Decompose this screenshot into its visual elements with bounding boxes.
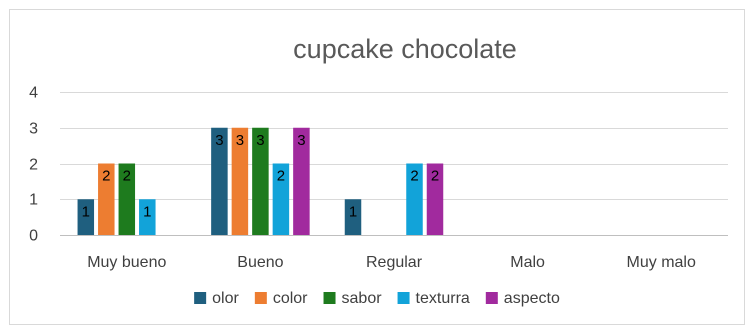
x-axis-categories: Muy bueno Bueno Regular Malo Muy malo (87, 254, 696, 271)
bar-sabor-1 (252, 127, 269, 235)
chart-title: cupcake chocolate (293, 34, 517, 64)
data-label: 2 (102, 168, 110, 185)
bar-color-0 (98, 163, 115, 235)
legend-swatch-texturra (397, 292, 410, 304)
y-tick-label: 0 (29, 228, 38, 245)
data-label: 1 (143, 203, 151, 220)
bar-sabor-0 (118, 163, 136, 235)
data-label: 2 (277, 168, 285, 185)
data-label: 3 (236, 132, 244, 149)
y-tick-label: 4 (29, 85, 38, 102)
data-label: 1 (349, 203, 357, 220)
x-category-label: Bueno (237, 254, 283, 271)
grid-layer (60, 92, 728, 236)
legend-swatch-olor (194, 292, 207, 304)
bar-olor-1 (211, 127, 228, 235)
bar-texturra-1 (272, 163, 290, 235)
x-category-label: Malo (510, 254, 545, 271)
legend-swatch-color (254, 292, 267, 304)
legend-label: olor (212, 290, 239, 307)
y-tick-label: 1 (29, 192, 38, 209)
data-label: 2 (123, 168, 131, 185)
bars-layer (77, 127, 444, 235)
data-label: 3 (215, 132, 223, 149)
legend-label: texturra (416, 290, 470, 307)
data-label: 3 (297, 132, 305, 149)
y-tick-label: 3 (29, 121, 38, 138)
y-tick-label: 2 (29, 157, 38, 174)
bar-olor-0 (77, 199, 95, 235)
legend-label: sabor (342, 290, 383, 307)
bar-aspecto-1 (293, 127, 310, 235)
data-label: 3 (256, 132, 264, 149)
y-axis-ticks: 0 1 2 3 4 (29, 85, 38, 245)
legend-swatch-aspecto (485, 292, 498, 304)
x-category-label: Muy bueno (87, 254, 166, 271)
x-category-label: Muy malo (627, 254, 696, 271)
bar-aspecto-2 (426, 163, 444, 235)
data-label: 1 (82, 203, 90, 220)
data-label: 2 (431, 168, 439, 185)
x-category-label: Regular (366, 254, 423, 271)
bar-color-1 (231, 127, 249, 235)
bar-texturra-0 (139, 199, 156, 235)
legend-swatch-sabor (323, 292, 336, 304)
legend: olor color sabor texturra aspecto (194, 290, 560, 307)
data-label: 2 (410, 168, 418, 185)
bar-texturra-2 (406, 163, 423, 235)
bar-olor-2 (344, 199, 362, 235)
legend-label: aspecto (504, 290, 560, 307)
legend-label: color (273, 290, 308, 307)
